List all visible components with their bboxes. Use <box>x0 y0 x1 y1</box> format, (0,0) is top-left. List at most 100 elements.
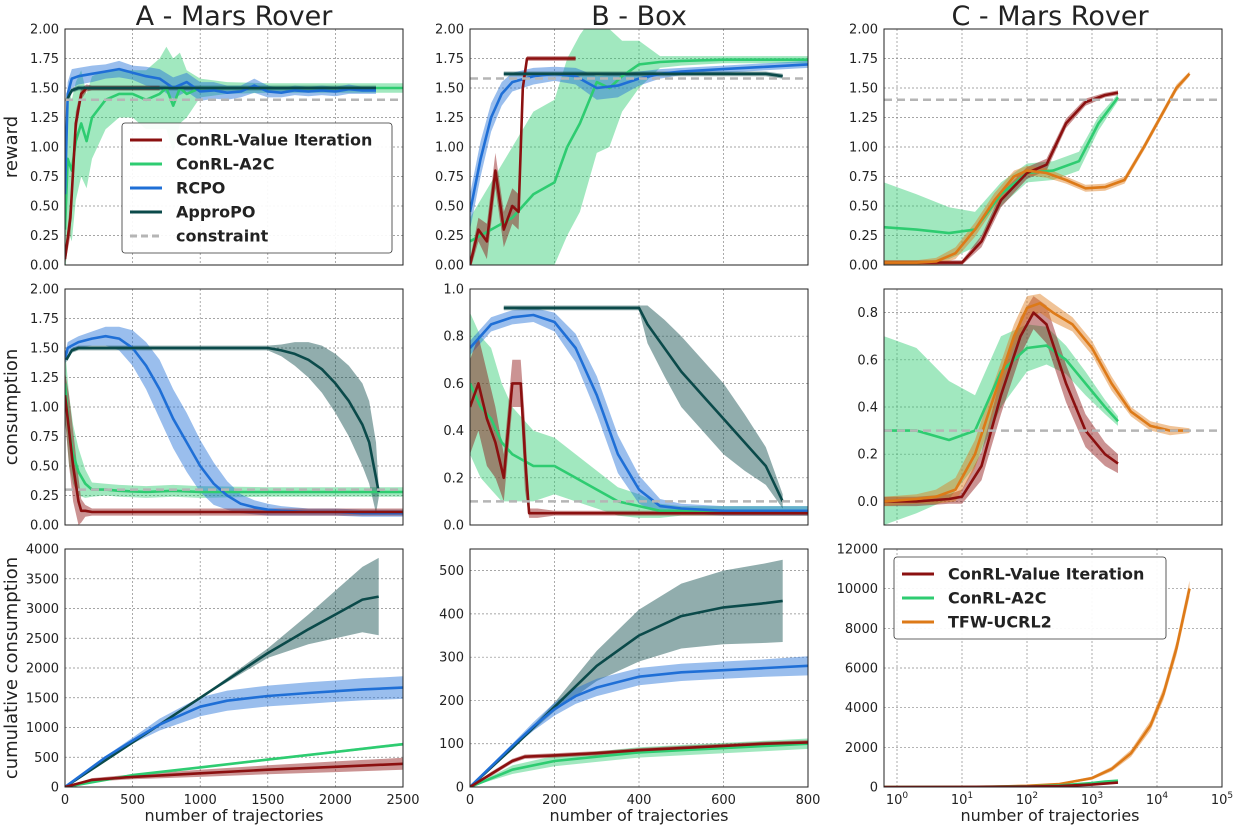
y-tick-label: 1.0 <box>443 283 464 298</box>
series-line-rcpo <box>65 686 403 787</box>
x-tick-label: 2000 <box>319 793 352 808</box>
series-line-conrl-a2c <box>884 344 1119 442</box>
series-line-tfw-ucrl2 <box>884 72 1191 264</box>
row-labels: reward consumption cumulative consumptio… <box>1 116 22 779</box>
x-tick-label: 200 <box>542 793 567 808</box>
legend-frame <box>121 122 393 254</box>
y-tick-label: 6000 <box>845 662 878 677</box>
y-tick-label: 0.2 <box>443 471 464 486</box>
axes-frame <box>883 548 1223 788</box>
legend-label-conrl-a2c: ConRL-A2C <box>176 155 275 174</box>
legend-label-tfw-ucrl2: TFW-UCRL2 <box>948 613 1052 632</box>
series-line-tfw-ucrl2 <box>884 301 1190 503</box>
y-tick-label: 0.25 <box>435 229 464 244</box>
y-tick-label: 2.00 <box>435 23 464 38</box>
band-conrl-value-iteration <box>65 371 403 525</box>
y-tick-label: 1.25 <box>849 111 878 126</box>
y-tick-label: 0.8 <box>857 306 878 321</box>
y-tick-label: 0.0 <box>443 519 464 534</box>
plot-area <box>65 326 403 525</box>
band-conrl-a2c <box>65 46 403 265</box>
y-tick-label: 1.75 <box>30 312 59 327</box>
col-title-a: A - Mars Rover <box>136 1 334 32</box>
plot-area <box>884 293 1222 525</box>
band-conrl-value-iteration <box>884 296 1118 507</box>
axes-frame <box>64 28 404 266</box>
x-tick-label: 500 <box>120 793 145 808</box>
series-line-conrl-value-iteration <box>470 382 808 515</box>
series-line-conrl-a2c <box>470 58 808 243</box>
y-tick-label: 0.8 <box>443 330 464 345</box>
col-title-c: C - Mars Rover <box>951 1 1149 32</box>
series-line-conrl-value-iteration <box>65 762 403 787</box>
legend-label-conrl-value-iteration: ConRL-Value Iteration <box>176 131 372 150</box>
panel-b-reward: 0.00 0.25 0.50 0.75 1.00 1.25 1.50 1.75 2.00 <box>435 23 809 274</box>
y-tick-label: 1.25 <box>435 111 464 126</box>
series-line-appropo <box>65 346 380 493</box>
y-tick-label: 4000 <box>26 543 59 558</box>
x-tick-label: 0 <box>61 793 69 808</box>
band-rcpo <box>65 676 403 787</box>
y-tick-label: 2.00 <box>849 23 878 38</box>
series-line-rcpo <box>470 313 808 513</box>
col-title-b: B - Box <box>591 1 687 32</box>
y-tick-label: 0 <box>51 781 59 796</box>
band-conrl-value-iteration <box>884 90 1118 265</box>
plot-area <box>470 29 808 265</box>
legend-label-appropo: ApproPO <box>176 203 256 222</box>
y-tick-label: 1.50 <box>30 82 59 97</box>
y-tick-label: 0.50 <box>30 460 59 475</box>
x-tick-label: 105 <box>1211 791 1233 808</box>
grid <box>470 549 808 787</box>
axes-frame <box>469 288 809 526</box>
y-tick-label: 2000 <box>845 741 878 756</box>
series-line-appropo <box>503 72 783 78</box>
band-appropo <box>65 557 379 787</box>
y-tick-label: 0.0 <box>857 495 878 510</box>
series-line-conrl-a2c <box>470 742 808 787</box>
xlabel-a: number of trajectories <box>144 806 323 825</box>
y-tick-label: 200 <box>439 694 464 709</box>
axes-frame <box>883 288 1223 526</box>
band-conrl-a2c <box>884 93 1118 265</box>
legend-label-rcpo: RCPO <box>176 179 225 198</box>
y-tick-label: 2.00 <box>30 283 59 298</box>
grid <box>65 549 403 787</box>
panel-b-cumulative: 0 100 200 300 400 500 0 200 400 600 800 <box>439 548 820 808</box>
y-tick-label: 1.75 <box>435 52 464 67</box>
y-tick-label: 1.25 <box>30 371 59 386</box>
series-line-appropo <box>503 306 784 502</box>
y-tick-label: 1.50 <box>30 342 59 357</box>
y-tick-label: 3000 <box>26 602 59 617</box>
y-tick-label: 10000 <box>837 582 878 597</box>
x-tick-label: 1000 <box>184 793 217 808</box>
y-tick-label: 0.4 <box>857 401 878 416</box>
row-label-reward: reward <box>1 116 22 178</box>
y-tick-label: 4000 <box>845 701 878 716</box>
band-rcpo <box>65 60 376 242</box>
xlabel-b: number of trajectories <box>549 806 728 825</box>
y-tick-label: 0.4 <box>443 424 464 439</box>
y-tick-label: 1.75 <box>30 52 59 67</box>
y-tick-label: 0.75 <box>435 170 464 185</box>
y-tick-label: 1000 <box>26 721 59 736</box>
plot-area <box>65 557 403 787</box>
y-tick-label: 1.75 <box>849 52 878 67</box>
x-tick-label: 600 <box>711 793 736 808</box>
plot-area <box>884 71 1222 265</box>
series-line-conrl-value-iteration <box>65 395 403 514</box>
band-rcpo <box>65 326 403 517</box>
axes-frame <box>469 28 809 266</box>
y-tick-label: 0.00 <box>435 259 464 274</box>
y-tick-label: 0.2 <box>857 448 878 463</box>
series-line-rcpo <box>470 63 808 213</box>
grid <box>65 289 403 525</box>
y-tick-label: 500 <box>439 564 464 579</box>
series-line-conrl-value-iteration <box>470 57 576 265</box>
legend-label-conrl-a2c: ConRL-A2C <box>948 589 1047 608</box>
x-tick-label: 100 <box>886 791 909 808</box>
y-tick-label: 1.25 <box>30 111 59 126</box>
y-tick-label: 0.6 <box>443 377 464 392</box>
y-tick-label: 0.00 <box>30 519 59 534</box>
